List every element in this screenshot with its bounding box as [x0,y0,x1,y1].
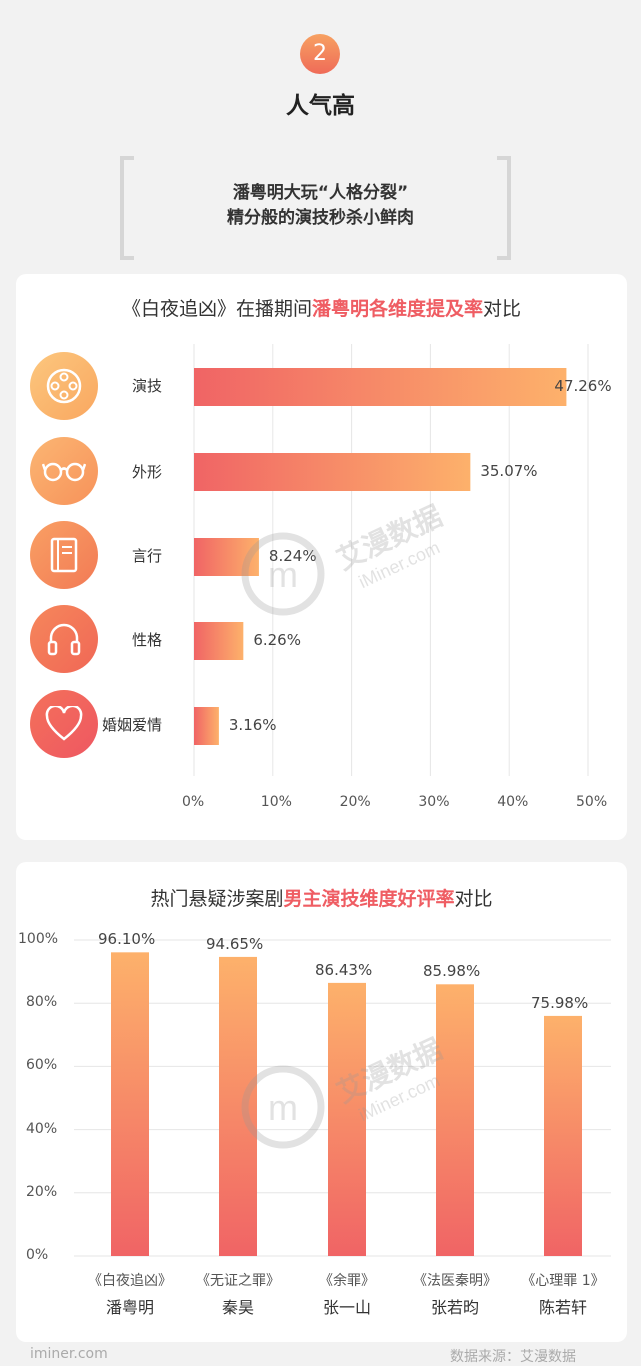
category-actor-label: 潘粤明 [105,1298,154,1317]
mention-chart-title: 《白夜追凶》在播期间潘粤明各维度提及率对比 [16,294,627,321]
praise-chart-title: 热门悬疑涉案剧男主演技维度好评率对比 [16,884,627,911]
category-drama-label: 《白夜追凶》 [88,1273,172,1289]
x-tick-label: 50% [576,794,608,810]
bar-3 [436,984,474,1256]
right-bracket-decoration [497,156,511,260]
value-label-bar: 86.43% [315,960,373,979]
bar-1 [194,453,471,491]
value-label-bar: 94.65% [206,934,264,953]
category-actor-label: 秦昊 [221,1298,254,1317]
value-label-bar: 96.10% [98,930,156,949]
quote-line-1: 潘粤明大玩“人格分裂” [232,183,409,203]
category-drama-label: 《心理罪 1》 [521,1273,605,1289]
mention-title-prefix: 《白夜追凶》在播期间 [121,298,312,320]
bar-3 [194,622,244,660]
acting-praise-card: 热门悬疑涉案剧男主演技维度好评率对比 0% 20% 40% 60% 80% 10… [16,862,627,1342]
mention-title-highlight: 潘粤明各维度提及率 [311,298,483,320]
quote-line-2: 精分般的演技秒杀小鲜肉 [227,208,414,228]
y-tick-label: 40% [26,1120,58,1137]
x-tick-label: 10% [260,794,292,810]
mention-title-suffix: 对比 [483,298,522,320]
value-label-bar: 85.98% [423,962,481,981]
glasses-icon [30,437,98,505]
praise-title-suffix: 对比 [454,888,493,910]
section-number-badge: 2 [300,34,340,74]
mention-rate-bar-chart [193,344,589,776]
value-label-personality: 6.26% [253,631,301,649]
film-reel-icon [30,352,98,420]
praise-title-prefix: 热门悬疑涉案剧 [150,888,284,910]
category-label-appearance: 外形 [131,463,162,481]
mention-rate-card: 《白夜追凶》在播期间潘粤明各维度提及率对比 演技 外形 言行 性格 婚姻爱情 4… [16,274,627,840]
category-label-words-deeds: 言行 [131,547,162,565]
value-label-acting: 47.26% [554,377,612,395]
bar-2 [328,982,366,1256]
category-actor-label: 张一山 [322,1298,371,1317]
bar-4 [544,1015,582,1256]
footer-site: iminer.com [30,1346,108,1362]
value-label-marriage-love: 3.16% [228,716,277,734]
praise-title-highlight: 男主演技维度好评率 [283,888,455,910]
category-actor-label: 张若昀 [430,1298,479,1317]
footer-source: 数据来源：艾漫数据 [450,1349,576,1365]
bar-1 [219,956,257,1256]
bar-0 [111,952,149,1256]
category-label-acting: 演技 [131,377,162,395]
bar-2 [194,538,259,576]
y-tick-label: 20% [26,1183,58,1200]
category-drama-label: 《余罪》 [319,1273,375,1289]
x-tick-label: 30% [418,794,450,810]
book-icon [30,521,98,589]
heart-icon [30,690,98,758]
category-label-marriage-love: 婚姻爱情 [101,716,162,734]
value-label-words-deeds: 8.24% [268,547,317,565]
headphones-icon [30,605,98,673]
x-tick-label: 0% [182,794,205,810]
y-tick-label: 60% [26,1057,58,1074]
y-tick-label: 80% [26,994,58,1011]
category-actor-label: 陈若轩 [538,1298,587,1317]
x-tick-label: 40% [497,794,529,810]
bar-0 [194,368,567,406]
praise-rate-bar-chart [74,939,611,1257]
y-tick-label: 0% [26,1247,49,1263]
value-label-appearance: 35.07% [480,462,538,480]
bar-4 [194,707,219,745]
category-drama-label: 《法医秦明》 [413,1273,497,1289]
x-tick-label: 20% [339,794,371,810]
value-label-bar: 75.98% [531,993,589,1012]
left-bracket-decoration [120,156,134,260]
section-title: 人气高 [286,93,355,119]
category-label-personality: 性格 [131,631,162,649]
category-drama-label: 《无证之罪》 [196,1273,280,1289]
y-tick-label: 100% [18,931,59,947]
